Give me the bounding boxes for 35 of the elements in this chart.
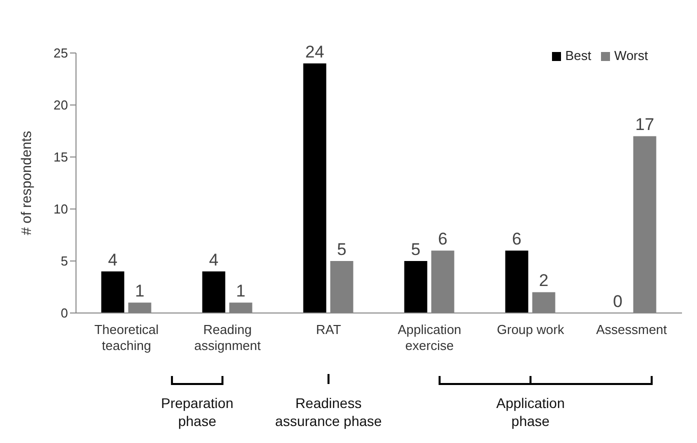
data-label: 5	[337, 240, 346, 259]
data-label: 24	[305, 42, 324, 62]
legend-label: Worst	[614, 48, 648, 63]
data-label: 17	[635, 115, 654, 134]
y-tick-label: 0	[60, 306, 68, 321]
bar	[505, 250, 528, 313]
bar	[303, 63, 326, 313]
data-label: 0	[613, 292, 622, 311]
x-tick-label: RAT	[316, 322, 342, 338]
text: Preparation phase	[160, 394, 234, 430]
x-tick-label: Application exercise	[398, 322, 462, 354]
text: Readiness assurance phase	[274, 394, 383, 430]
legend-label: Best	[565, 48, 592, 63]
data-label: 1	[135, 282, 144, 301]
data-label: 6	[512, 230, 522, 249]
data-label: 5	[411, 240, 420, 259]
x-tick-label: Group work	[496, 322, 565, 338]
y-tick-label: 25	[54, 46, 68, 61]
bar	[101, 271, 124, 313]
y-tick-label: 5	[60, 254, 68, 269]
data-label: 4	[209, 250, 218, 270]
y-tick-label: 15	[54, 150, 68, 165]
x-tick-label: Theoretical teaching	[94, 322, 159, 354]
bar	[404, 261, 428, 313]
data-label: 4	[108, 250, 118, 270]
y-axis-title: # of respondents	[18, 130, 34, 236]
data-label: 2	[539, 271, 548, 290]
text: Application phase	[495, 394, 566, 430]
x-tick-label: Reading assignment	[194, 322, 262, 354]
bar	[202, 271, 226, 313]
y-tick-label: 10	[54, 202, 68, 217]
data-label: 6	[438, 230, 448, 249]
y-tick-label: 20	[54, 98, 68, 113]
data-label: 1	[236, 282, 246, 301]
x-tick-label: Assessment	[596, 322, 668, 338]
